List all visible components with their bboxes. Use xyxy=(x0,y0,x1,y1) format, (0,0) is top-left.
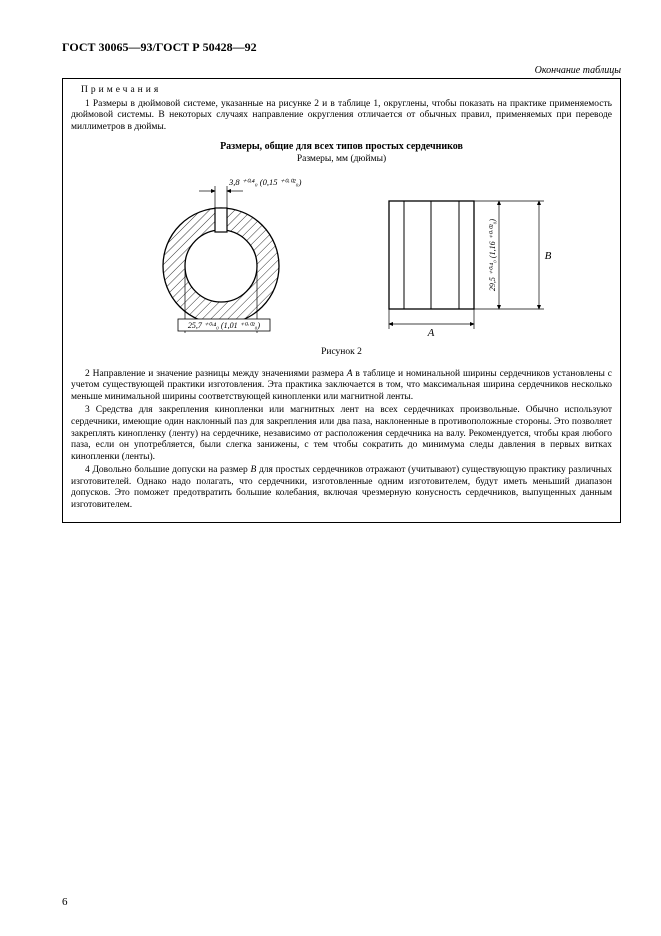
doc-header: ГОСТ 30065—93/ГОСТ Р 50428—92 xyxy=(62,40,621,55)
dim-bottom-text: 25,7 ⁺⁰·⁴₀ (1,01 ⁺⁰·⁰²₀) xyxy=(188,321,260,330)
figure-caption: Рисунок 2 xyxy=(71,347,612,359)
notes-title: Примечания xyxy=(71,85,612,97)
dim-B-letter: B xyxy=(545,250,552,262)
figure-right-view: 29,5 ⁺⁰·⁴₀ (1,16 ⁺⁰·⁰²₀) B A xyxy=(354,171,554,341)
note-3: 3 Средства для закрепления кинопленки ил… xyxy=(71,405,612,463)
note-1: 1 Размеры в дюймовой системе, указанные … xyxy=(71,99,612,134)
figure-2: 3,8 ⁺⁰·⁴₀ (0,15 ⁺⁰·⁰²₀) 25,7 ⁺⁰·⁴₀ (1,01… xyxy=(71,171,612,341)
note-4: 4 Довольно большие допуски на размер B д… xyxy=(71,465,612,511)
table-continuation-label: Окончание таблицы xyxy=(62,65,621,76)
dim-right-vert-text: 29,5 ⁺⁰·⁴₀ (1,16 ⁺⁰·⁰²₀) xyxy=(488,219,497,291)
note-4-p1: 4 Довольно большие допуски на размер xyxy=(85,465,250,475)
figure-subhead-plain: Размеры, мм (дюймы) xyxy=(71,154,612,166)
note-2-p1: 2 Направление и значение разницы между з… xyxy=(85,369,347,379)
note-2: 2 Направление и значение разницы между з… xyxy=(71,369,612,404)
page: ГОСТ 30065—93/ГОСТ Р 50428—92 Окончание … xyxy=(0,0,661,936)
dim-A-letter: A xyxy=(427,327,435,339)
page-number: 6 xyxy=(62,896,68,908)
figure-left-view: 3,8 ⁺⁰·⁴₀ (0,15 ⁺⁰·⁰²₀) 25,7 ⁺⁰·⁴₀ (1,01… xyxy=(129,171,314,341)
notes-box: Примечания 1 Размеры в дюймовой системе,… xyxy=(62,78,621,523)
figure-subhead-bold: Размеры, общие для всех типов простых се… xyxy=(71,141,612,153)
dim-top-text: 3,8 ⁺⁰·⁴₀ (0,15 ⁺⁰·⁰²₀) xyxy=(228,177,302,187)
